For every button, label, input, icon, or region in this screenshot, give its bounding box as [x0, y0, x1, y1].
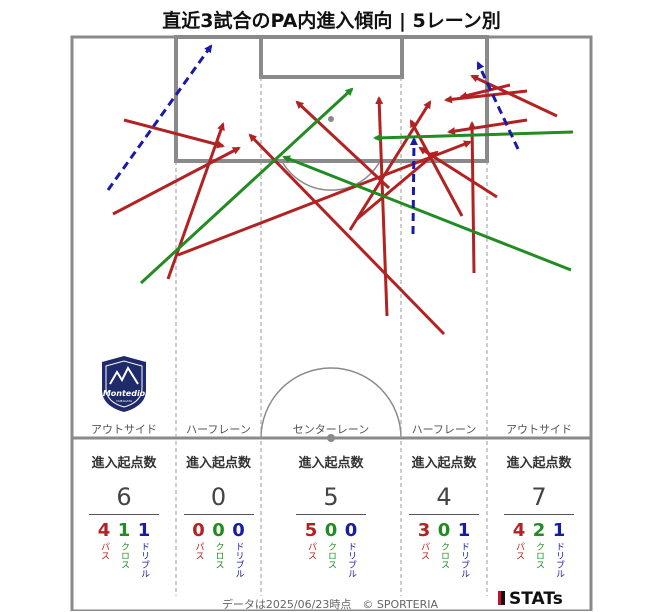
pass-arrow	[177, 140, 472, 257]
pass-arrow	[356, 150, 439, 221]
pass-count: 4	[97, 520, 111, 541]
crest-subtext: YAMAGATA	[116, 399, 133, 403]
brand-text: STATs	[509, 589, 563, 609]
cross-count: 2	[532, 520, 546, 541]
stats-divider	[89, 514, 159, 515]
dribble-count: 1	[457, 520, 471, 541]
dribble-count: 1	[552, 520, 566, 541]
pass-arrow	[248, 133, 446, 336]
cross-label: クロス	[213, 542, 224, 569]
cross-count: 1	[117, 520, 131, 541]
stats-divider	[183, 514, 254, 515]
stats-breakdown: 5 パス 0 クロス 0 ドリブル	[261, 520, 401, 579]
pass-arrow	[470, 74, 558, 118]
dribble-count: 0	[344, 520, 358, 541]
center-spot	[327, 434, 335, 442]
lane-label-outside-right: アウトサイド	[506, 423, 572, 436]
dribble-count: 0	[232, 520, 245, 541]
dribble-label: ドリブル	[233, 542, 244, 578]
cross-arrows	[139, 87, 574, 285]
lane-stats-outside-left: 進入起点数 6 4 パス 1 クロス 1 ドリブル	[72, 452, 176, 578]
pass-arrow	[166, 122, 225, 280]
penalty-area	[174, 35, 489, 163]
pass-arrow	[418, 146, 498, 199]
cross-label: クロス	[119, 542, 129, 569]
dribble-arrow	[106, 44, 213, 191]
pass-label: パス	[193, 542, 204, 560]
dribble-arrows	[106, 44, 520, 235]
stats-breakdown: 4 パス 1 クロス 1 ドリブル	[72, 520, 176, 579]
pass-arrow	[459, 83, 511, 100]
cross-label: クロス	[439, 542, 449, 569]
lane-label-halfspace-left: ハーフレーン	[186, 423, 251, 436]
stats-heading: 進入起点数	[298, 456, 364, 471]
lane-stats-halfspace-left: 進入起点数 0 0 パス 0 クロス 0 ドリブル	[176, 452, 261, 578]
dribble-label: ドリブル	[554, 542, 564, 578]
brand-mark-icon	[498, 591, 505, 605]
dribble-arrow	[476, 61, 520, 150]
lane-stats-halfspace-right: 進入起点数 4 3 パス 0 クロス 1 ドリブル	[401, 452, 487, 578]
stats-heading: 進入起点数	[91, 456, 157, 471]
pass-label: パス	[99, 542, 109, 560]
pass-count: 5	[304, 520, 318, 541]
pass-arrow	[468, 121, 477, 274]
lane-stats-center: 進入起点数 5 5 パス 0 クロス 0 ドリブル	[261, 452, 401, 578]
pass-arrow	[375, 96, 389, 317]
pass-arrow	[447, 118, 528, 136]
lane-label-center: センターレーン	[292, 423, 370, 436]
pass-count: 0	[192, 520, 205, 541]
pass-arrow	[112, 146, 241, 216]
cross-count: 0	[437, 520, 451, 541]
pass-arrow	[123, 118, 225, 149]
footer-note: データは2025/06/23時点 © SPORTERIA	[221, 598, 439, 611]
dribble-count: 1	[137, 520, 151, 541]
cross-arrow	[282, 155, 572, 272]
penalty-spot	[328, 116, 334, 122]
dribble-label: ドリブル	[459, 542, 469, 578]
stats-heading: 進入起点数	[185, 456, 251, 471]
crest-text: Montedio	[103, 389, 146, 398]
stats-total: 7	[531, 483, 547, 511]
lane-label-halfspace-right: ハーフレーン	[411, 423, 477, 436]
stats-breakdown: 3 パス 0 クロス 1 ドリブル	[401, 520, 487, 579]
page-title: 直近3試合のPA内進入傾向 | 5レーン別	[162, 10, 501, 32]
stats-total: 6	[116, 483, 132, 511]
pass-label: パス	[306, 542, 316, 560]
pass-arrow	[295, 100, 391, 190]
pass-label: パス	[514, 542, 524, 560]
cross-count: 0	[212, 520, 225, 541]
pass-count: 3	[417, 520, 431, 541]
lane-stats-outside-right: 進入起点数 7 4 パス 2 クロス 1 ドリブル	[487, 452, 591, 578]
stats-heading: 進入起点数	[411, 456, 477, 471]
club-crest-logo: Montedio YAMAGATA	[98, 354, 150, 418]
pass-label: パス	[419, 542, 429, 560]
penalty-arc	[282, 162, 380, 191]
stats-total: 0	[210, 483, 227, 511]
stats-divider	[504, 514, 574, 515]
dribble-label: ドリブル	[346, 542, 356, 578]
dribble-label: ドリブル	[139, 542, 149, 578]
cross-arrow	[373, 130, 574, 142]
pass-count: 4	[512, 520, 526, 541]
stats-total: 5	[323, 483, 339, 511]
cross-count: 0	[324, 520, 338, 541]
pass-arrows	[112, 74, 558, 336]
cross-label: クロス	[534, 542, 544, 569]
stats-brand-logo: STATs	[498, 589, 563, 609]
stats-divider	[409, 514, 479, 515]
lane-label-outside-left: アウトサイド	[91, 423, 157, 436]
goal-area	[259, 35, 404, 79]
cross-label: クロス	[326, 542, 336, 569]
center-circle	[260, 367, 402, 439]
stats-total: 4	[436, 483, 452, 511]
stats-divider	[296, 514, 366, 515]
dribble-arrow	[409, 137, 418, 235]
stats-breakdown: 4 パス 2 クロス 1 ドリブル	[487, 520, 591, 579]
stats-breakdown: 0 パス 0 クロス 0 ドリブル	[176, 520, 261, 579]
stats-heading: 進入起点数	[506, 456, 572, 471]
lane-dividers	[175, 77, 488, 596]
cross-arrow	[139, 87, 354, 285]
